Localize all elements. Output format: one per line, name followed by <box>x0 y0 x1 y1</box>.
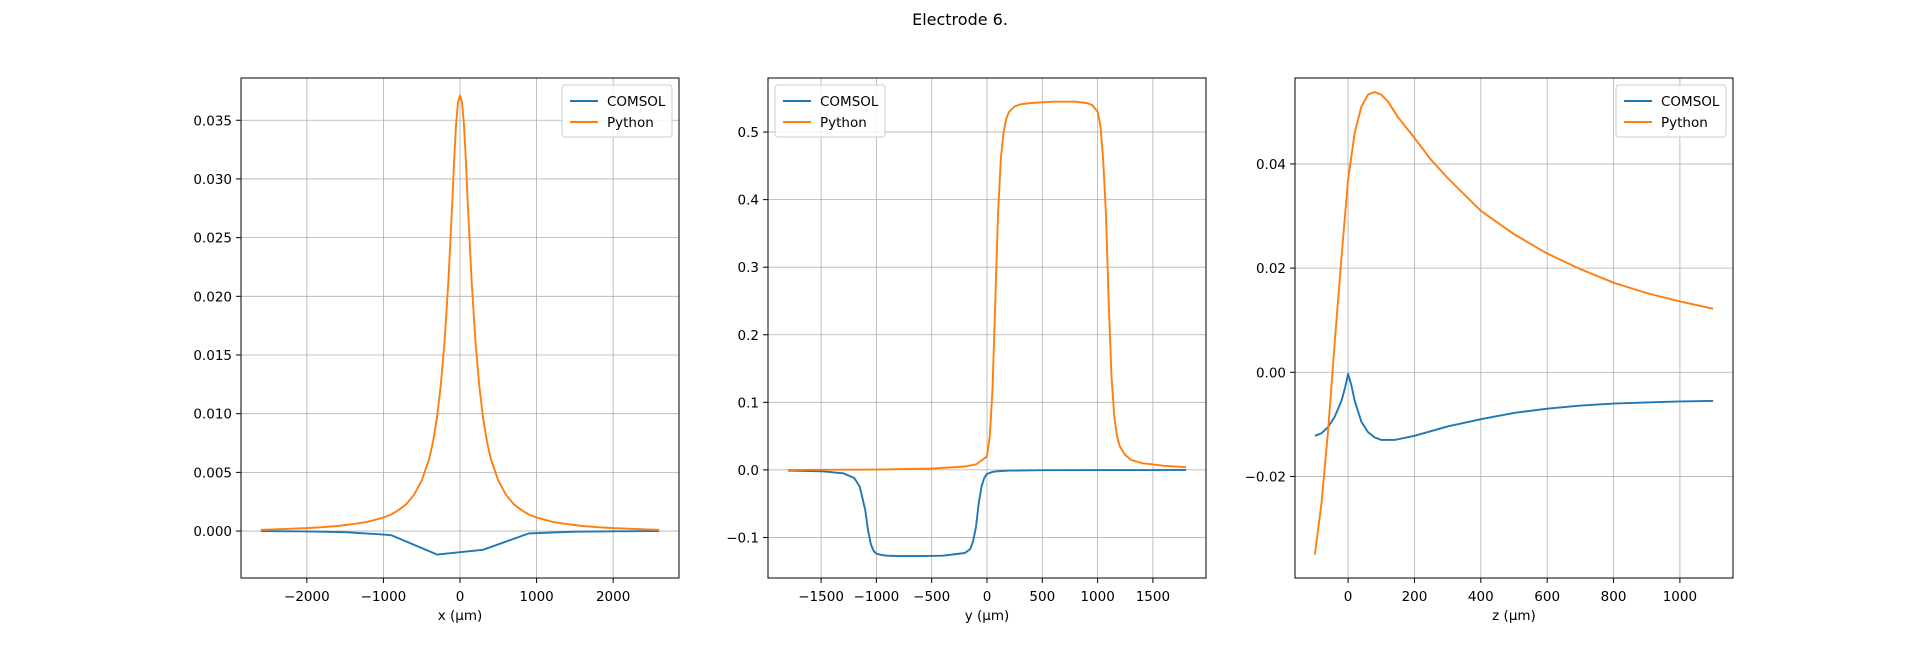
x-tick-label: 0 <box>983 589 992 605</box>
series-line-python <box>787 100 1187 471</box>
series-line-comsol <box>260 530 660 556</box>
y-tick-label: 0.005 <box>193 465 232 481</box>
legend: COMSOL Python <box>774 84 886 138</box>
x-tick-label: 500 <box>1029 589 1055 605</box>
x-tick-label: 0 <box>456 589 465 605</box>
y-tick-label: 0.025 <box>193 231 232 247</box>
y-tick-label: 0.1 <box>738 395 759 411</box>
y-tick-label: 0.015 <box>193 348 232 364</box>
x-tick-label: 1500 <box>1136 589 1170 605</box>
x-tick-label: 800 <box>1601 589 1627 605</box>
y-tick-label: 0.3 <box>738 260 759 276</box>
y-tick-label: 0.00 <box>1256 365 1286 381</box>
series-line-comsol <box>1314 372 1714 441</box>
x-tick-label: −1000 <box>854 589 900 605</box>
y-tick-label: 0.035 <box>193 113 232 129</box>
legend-box <box>774 84 886 138</box>
legend-label-comsol: COMSOL <box>607 94 666 110</box>
legend-label-python: Python <box>607 115 654 131</box>
x-tick-label: −1000 <box>361 589 407 605</box>
y-tick-label: 0.5 <box>738 125 759 141</box>
legend: COMSOL Python <box>561 84 673 138</box>
figure-title: Electrode 6. <box>912 10 1008 29</box>
legend-box <box>561 84 673 138</box>
legend-label-python: Python <box>820 115 867 131</box>
subplot-2: −1500 −1000 −500 0 500 1000 1500 −0.1 0.0 0.1 0.2 0… <box>726 77 1207 624</box>
y-tick-label: −0.1 <box>726 530 759 546</box>
x-axis-label: z (µm) <box>1492 608 1536 624</box>
legend-label-comsol: COMSOL <box>820 94 879 110</box>
y-tick-label: 0.030 <box>193 172 232 188</box>
series-line-python <box>1313 91 1714 555</box>
axes-frame <box>1294 77 1734 579</box>
x-tick-label: 1000 <box>519 589 553 605</box>
y-tick-label: 0.2 <box>738 328 759 344</box>
series-line-comsol <box>787 469 1187 557</box>
x-tick-label: 0 <box>1344 589 1353 605</box>
x-tick-label: −1500 <box>798 589 844 605</box>
x-tick-label: −2000 <box>284 589 330 605</box>
x-tick-label: 2000 <box>596 589 630 605</box>
y-tick-label: 0.4 <box>738 193 759 209</box>
subplot-1: −2000 −1000 0 1000 2000 0.000 0.005 0.010 0.015 0… <box>193 77 680 624</box>
series-line-python <box>260 94 660 531</box>
legend-label-comsol: COMSOL <box>1661 94 1720 110</box>
legend: COMSOL Python <box>1615 84 1727 138</box>
y-tick-label: 0.04 <box>1256 157 1286 173</box>
x-tick-label: 1000 <box>1663 589 1697 605</box>
x-tick-label: 200 <box>1402 589 1428 605</box>
y-tick-label: 0.020 <box>193 289 232 305</box>
legend-label-python: Python <box>1661 115 1708 131</box>
x-axis-label: y (µm) <box>965 608 1010 624</box>
legend-box <box>1615 84 1727 138</box>
y-tick-label: 0.02 <box>1256 261 1286 277</box>
x-tick-label: 400 <box>1468 589 1494 605</box>
y-tick-label: 0.0 <box>738 463 759 479</box>
x-axis-label: x (µm) <box>438 608 483 624</box>
x-tick-label: −500 <box>913 589 950 605</box>
y-tick-label: 0.000 <box>193 524 232 540</box>
y-tick-label: −0.02 <box>1245 469 1286 485</box>
x-tick-label: 600 <box>1534 589 1560 605</box>
subplot-3: 0 200 400 600 800 1000 −0.02 0.00 0.02 0.04 z (µm)… <box>1245 77 1734 624</box>
x-tick-label: 1000 <box>1080 589 1114 605</box>
y-tick-label: 0.010 <box>193 407 232 423</box>
